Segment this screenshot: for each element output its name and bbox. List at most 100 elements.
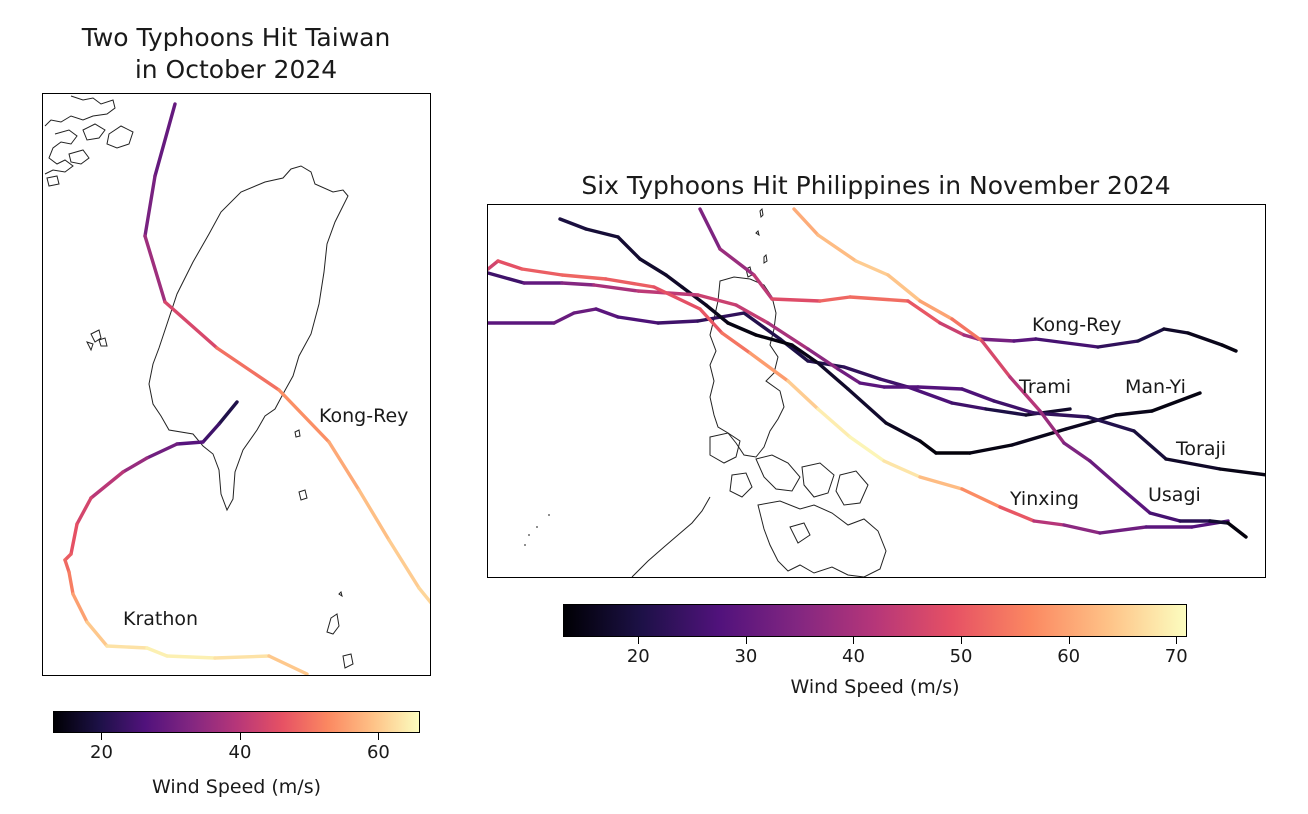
track-segment xyxy=(704,303,730,325)
storm-track-man-yi xyxy=(558,217,1202,455)
track-segment xyxy=(816,361,850,391)
track-segment xyxy=(1034,337,1100,349)
taiwan-coastlines xyxy=(44,95,354,669)
colorbar-tick-label: 20 xyxy=(90,742,113,763)
track-segment xyxy=(734,303,770,325)
storm-label-toraji: Toraji xyxy=(1175,438,1226,460)
track-segment xyxy=(1150,391,1202,413)
left-map-title-line1: Two Typhoons Hit Taiwan xyxy=(81,23,391,52)
track-segment xyxy=(698,307,724,335)
philippines-map: Kong-Rey Trami Man-Yi Toraji Yinxing Usa… xyxy=(487,204,1266,578)
track-segment xyxy=(558,217,588,231)
track-segment xyxy=(1162,327,1190,335)
track-segment xyxy=(858,381,886,389)
track-segment xyxy=(968,443,1014,455)
philippines-map-canvas: Kong-Rey Trami Man-Yi Toraji Yinxing Usa… xyxy=(488,207,1265,577)
track-segment xyxy=(906,385,954,405)
track-segment xyxy=(387,538,421,590)
track-segment xyxy=(848,435,886,463)
colorbar-tick xyxy=(1068,637,1070,644)
track-segment xyxy=(67,570,75,596)
mindanao-coastline xyxy=(757,500,887,577)
track-segment xyxy=(1062,441,1092,463)
track-segment xyxy=(327,440,361,492)
track-segment xyxy=(718,247,756,277)
track-segment xyxy=(277,388,331,444)
colorbar-tick xyxy=(638,637,640,644)
track-segment xyxy=(664,273,684,289)
track-segment xyxy=(754,333,794,347)
track-segment xyxy=(105,644,149,650)
colorbar-tick-label: 20 xyxy=(626,646,650,667)
track-segment xyxy=(918,439,938,455)
track-segment xyxy=(818,295,852,303)
track-segment xyxy=(816,407,852,439)
track-segment xyxy=(163,300,219,350)
storm-label-kong-rey: Kong-Rey xyxy=(1032,314,1121,336)
right-colorbar-label: Wind Speed (m/s) xyxy=(790,676,960,698)
storm-track-kong-rey-left xyxy=(143,102,430,605)
track-segment xyxy=(1086,415,1136,433)
track-segment xyxy=(696,293,738,307)
track-segment xyxy=(213,654,271,660)
storm-track-kong-rey xyxy=(698,207,1238,353)
left-colorbar-label: Wind Speed (m/s) xyxy=(151,776,322,798)
track-segment xyxy=(592,283,640,293)
sulu-islets xyxy=(524,514,550,546)
track-segment xyxy=(960,487,1002,509)
track-segment xyxy=(1038,409,1066,445)
track-segment xyxy=(790,343,820,365)
track-segment xyxy=(848,295,910,303)
luzon-coastline xyxy=(709,276,785,458)
track-segment xyxy=(121,456,149,474)
track-segment xyxy=(71,592,89,624)
track-segment xyxy=(846,387,888,425)
track-segment xyxy=(584,227,620,239)
storm-track-usagi xyxy=(792,207,1248,539)
track-segment xyxy=(1062,523,1102,535)
track-segment xyxy=(496,259,524,271)
storm-label-man-yi: Man-Yi xyxy=(1125,376,1186,398)
track-segment xyxy=(145,442,179,460)
track-segment xyxy=(652,285,702,311)
track-segment xyxy=(85,620,109,648)
track-segment xyxy=(806,347,840,371)
colorbar-tick-label: 50 xyxy=(949,646,973,667)
track-segment xyxy=(786,379,820,411)
track-segment xyxy=(742,311,782,341)
track-segment xyxy=(520,267,564,277)
track-segment xyxy=(1208,519,1230,525)
track-segment xyxy=(175,440,205,446)
storm-label-usagi: Usagi xyxy=(1148,484,1201,506)
small-islets xyxy=(294,429,354,669)
track-segment xyxy=(560,273,608,281)
track-segment xyxy=(842,365,882,381)
track-segment xyxy=(417,586,430,605)
track-segment xyxy=(836,367,862,385)
track-segment xyxy=(960,387,996,403)
track-segment xyxy=(916,385,964,391)
track-segment xyxy=(572,307,598,315)
track-segment xyxy=(752,273,774,301)
track-segment xyxy=(1132,429,1168,461)
left-storm-tracks xyxy=(63,102,430,675)
storm-label-krathon: Krathon xyxy=(123,608,198,630)
track-segment xyxy=(918,475,964,491)
track-segment xyxy=(906,299,942,325)
track-segment xyxy=(1088,459,1124,491)
storm-track-krathon xyxy=(63,400,309,675)
track-segment xyxy=(770,297,822,303)
colorbar-tick-label: 30 xyxy=(734,646,758,667)
left-colorbar xyxy=(53,711,420,733)
left-storm-labels: Kong-Rey Krathon xyxy=(123,405,408,630)
track-segment xyxy=(854,259,890,277)
track-segment xyxy=(976,337,1016,343)
track-segment xyxy=(143,234,167,304)
track-segment xyxy=(950,401,988,411)
track-segment xyxy=(1098,525,1148,535)
colorbar-tick xyxy=(961,637,963,644)
track-segment xyxy=(816,233,858,263)
track-segment xyxy=(1220,343,1238,353)
taiwan-coastline xyxy=(148,165,349,512)
track-segment xyxy=(217,400,239,426)
